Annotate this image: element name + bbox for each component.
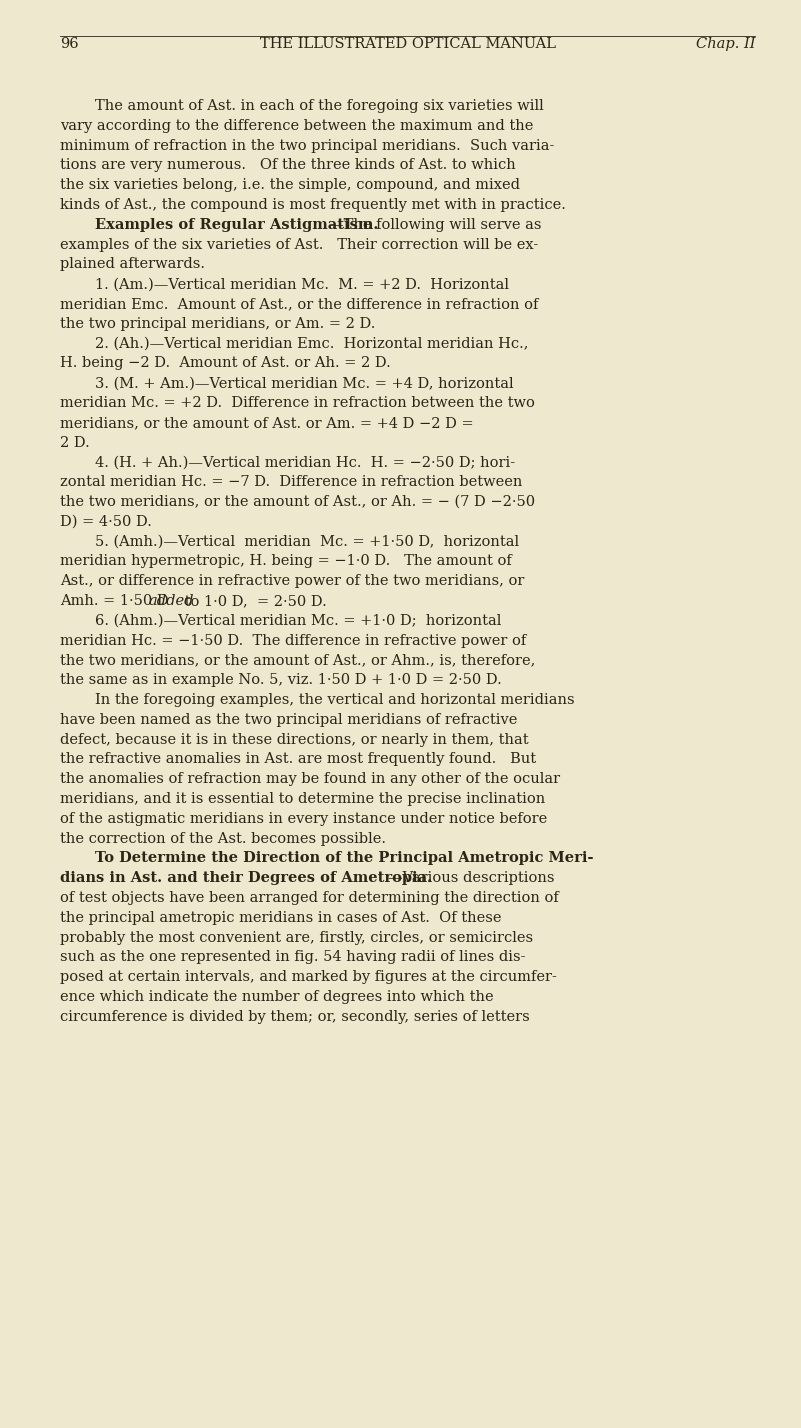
Text: THE ILLUSTRATED OPTICAL MANUAL: THE ILLUSTRATED OPTICAL MANUAL xyxy=(260,37,556,51)
Text: kinds of Ast., the compound is most frequently met with in practice.: kinds of Ast., the compound is most freq… xyxy=(60,198,566,211)
Text: meridians, or the amount of Ast. or Am. = +4 D −2 D =: meridians, or the amount of Ast. or Am. … xyxy=(60,416,473,430)
Text: 1. (Am.)—Vertical meridian Mc.  M. = +2 D.  Horizontal: 1. (Am.)—Vertical meridian Mc. M. = +2 D… xyxy=(95,277,509,291)
Text: minimum of refraction in the two principal meridians.  Such varia-: minimum of refraction in the two princip… xyxy=(60,139,554,153)
Text: zontal meridian Hc. = −7 D.  Difference in refraction between: zontal meridian Hc. = −7 D. Difference i… xyxy=(60,476,522,490)
Text: the principal ametropic meridians in cases of Ast.  Of these: the principal ametropic meridians in cas… xyxy=(60,911,501,925)
Text: examples of the six varieties of Ast.   Their correction will be ex-: examples of the six varieties of Ast. Th… xyxy=(60,237,538,251)
Text: 96: 96 xyxy=(60,37,78,51)
Text: the refractive anomalies in Ast. are most frequently found.   But: the refractive anomalies in Ast. are mos… xyxy=(60,753,536,767)
Text: the anomalies of refraction may be found in any other of the ocular: the anomalies of refraction may be found… xyxy=(60,773,560,787)
Text: meridian Hc. = −1·50 D.  The difference in refractive power of: meridian Hc. = −1·50 D. The difference i… xyxy=(60,634,526,648)
Text: meridians, and it is essential to determine the precise inclination: meridians, and it is essential to determ… xyxy=(60,793,545,805)
Text: the two meridians, or the amount of Ast., or Ah. = − (7 D −2·50: the two meridians, or the amount of Ast.… xyxy=(60,496,535,508)
Text: circumference is divided by them; or, secondly, series of letters: circumference is divided by them; or, se… xyxy=(60,1010,529,1024)
Text: Ast., or difference in refractive power of the two meridians, or: Ast., or difference in refractive power … xyxy=(60,574,525,588)
Text: tions are very numerous.   Of the three kinds of Ast. to which: tions are very numerous. Of the three ki… xyxy=(60,159,516,173)
Text: meridian Emc.  Amount of Ast., or the difference in refraction of: meridian Emc. Amount of Ast., or the dif… xyxy=(60,297,538,311)
Text: 4. (H. + Ah.)—Vertical meridian Hc.  H. = −2·50 D; hori-: 4. (H. + Ah.)—Vertical meridian Hc. H. =… xyxy=(95,456,515,470)
Text: the same as in example No. 5, viz. 1·50 D + 1·0 D = 2·50 D.: the same as in example No. 5, viz. 1·50 … xyxy=(60,673,501,687)
Text: meridian Mc. = +2 D.  Difference in refraction between the two: meridian Mc. = +2 D. Difference in refra… xyxy=(60,396,535,410)
Text: 2. (Ah.)—Vertical meridian Emc.  Horizontal meridian Hc.,: 2. (Ah.)—Vertical meridian Emc. Horizont… xyxy=(95,337,529,351)
Text: vary according to the difference between the maximum and the: vary according to the difference between… xyxy=(60,119,533,133)
Text: —Various descriptions: —Various descriptions xyxy=(388,871,555,885)
Text: Amh. = 1·50 D: Amh. = 1·50 D xyxy=(60,594,173,608)
Text: ence which indicate the number of degrees into which the: ence which indicate the number of degree… xyxy=(60,990,493,1004)
Text: —The following will serve as: —The following will serve as xyxy=(328,218,541,231)
Text: the correction of the Ast. becomes possible.: the correction of the Ast. becomes possi… xyxy=(60,831,386,845)
Text: Examples of Regular Astigmatism.: Examples of Regular Astigmatism. xyxy=(95,218,378,231)
Text: 5. (Amh.)—Vertical  meridian  Mc. = +1·50 D,  horizontal: 5. (Amh.)—Vertical meridian Mc. = +1·50 … xyxy=(95,534,519,548)
Text: such as the one represented in fig. 54 having radii of lines dis-: such as the one represented in fig. 54 h… xyxy=(60,951,525,964)
Text: 2 D.: 2 D. xyxy=(60,436,90,450)
Text: of the astigmatic meridians in every instance under notice before: of the astigmatic meridians in every ins… xyxy=(60,811,547,825)
Text: D) = 4·50 D.: D) = 4·50 D. xyxy=(60,516,152,528)
Text: Chap. II: Chap. II xyxy=(695,37,755,51)
Text: the two meridians, or the amount of Ast., or Ahm., is, therefore,: the two meridians, or the amount of Ast.… xyxy=(60,654,535,667)
Text: plained afterwards.: plained afterwards. xyxy=(60,257,205,271)
Text: posed at certain intervals, and marked by figures at the circumfer-: posed at certain intervals, and marked b… xyxy=(60,970,557,984)
Text: 6. (Ahm.)—Vertical meridian Mc. = +1·0 D;  horizontal: 6. (Ahm.)—Vertical meridian Mc. = +1·0 D… xyxy=(95,614,501,628)
Text: To Determine the Direction of the Principal Ametropic Meri-: To Determine the Direction of the Princi… xyxy=(95,851,594,865)
Text: defect, because it is in these directions, or nearly in them, that: defect, because it is in these direction… xyxy=(60,733,529,747)
Text: 3. (M. + Am.)—Vertical meridian Mc. = +4 D, horizontal: 3. (M. + Am.)—Vertical meridian Mc. = +4… xyxy=(95,376,513,390)
Text: have been named as the two principal meridians of refractive: have been named as the two principal mer… xyxy=(60,713,517,727)
Text: to 1·0 D,  = 2·50 D.: to 1·0 D, = 2·50 D. xyxy=(179,594,327,608)
Text: the six varieties belong, i.e. the simple, compound, and mixed: the six varieties belong, i.e. the simpl… xyxy=(60,178,520,193)
Text: H. being −2 D.  Amount of Ast. or Ah. = 2 D.: H. being −2 D. Amount of Ast. or Ah. = 2… xyxy=(60,357,391,370)
Text: dians in Ast. and their Degrees of Ametropia.: dians in Ast. and their Degrees of Ametr… xyxy=(60,871,432,885)
Text: In the foregoing examples, the vertical and horizontal meridians: In the foregoing examples, the vertical … xyxy=(95,693,574,707)
Text: of test objects have been arranged for determining the direction of: of test objects have been arranged for d… xyxy=(60,891,559,905)
Text: added: added xyxy=(148,594,194,608)
Text: The amount of Ast. in each of the foregoing six varieties will: The amount of Ast. in each of the forego… xyxy=(95,99,544,113)
Text: meridian hypermetropic, H. being = −1·0 D.   The amount of: meridian hypermetropic, H. being = −1·0 … xyxy=(60,554,512,568)
Text: the two principal meridians, or Am. = 2 D.: the two principal meridians, or Am. = 2 … xyxy=(60,317,376,331)
Text: probably the most convenient are, firstly, circles, or semicircles: probably the most convenient are, firstl… xyxy=(60,931,533,944)
